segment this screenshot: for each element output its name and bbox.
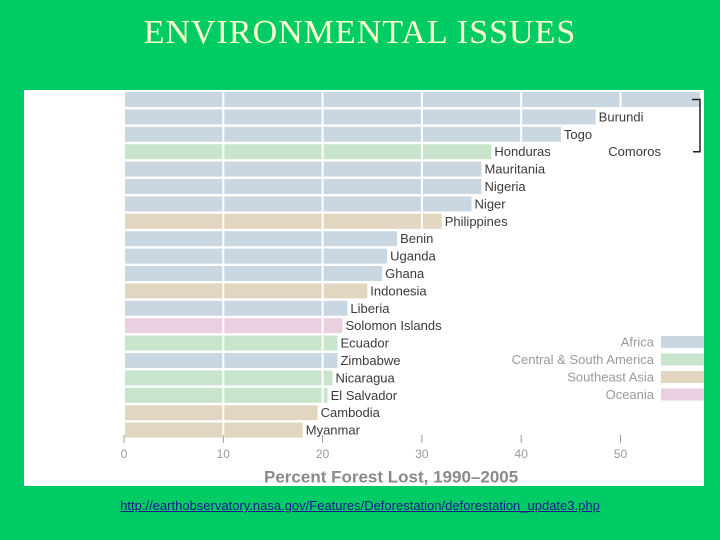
legend-label: Southeast Asia <box>567 370 654 385</box>
x-tick-label: 40 <box>515 447 529 461</box>
category-label: Togo <box>564 127 592 142</box>
x-tick-label: 0 <box>121 447 128 461</box>
category-label: Solomon Islands <box>345 318 442 333</box>
bar <box>124 335 338 351</box>
bar <box>124 353 338 368</box>
category-label: Zimbabwe <box>340 353 400 368</box>
legend-swatch <box>661 371 704 383</box>
forest-loss-chart: Burundi Togo Honduras Mauritania Nigeria Nige… <box>121 92 704 487</box>
x-tick-label: 30 <box>415 447 429 461</box>
legend-swatch <box>661 388 704 401</box>
bar <box>124 370 333 386</box>
category-label: Burundi <box>599 109 644 124</box>
bar <box>124 405 318 421</box>
bar <box>124 179 482 194</box>
category-label: Myanmar <box>306 423 361 438</box>
bar <box>124 283 368 299</box>
slide-title: ENVIRONMENTAL ISSUES <box>143 14 577 51</box>
bar <box>124 266 383 281</box>
legend-label: Africa <box>621 335 655 350</box>
category-label: Niger <box>475 196 507 211</box>
category-label: Cambodia <box>321 405 381 420</box>
legend-label: Oceania <box>606 387 655 402</box>
chart-panel: Burundi Togo Honduras Mauritania Nigeria Nige… <box>24 90 704 486</box>
category-label: Ecuador <box>340 336 389 351</box>
bar <box>124 109 596 125</box>
bar <box>124 387 328 403</box>
bar <box>124 213 442 229</box>
category-label: Uganda <box>390 249 436 264</box>
bar <box>124 231 398 247</box>
category-label: Mauritania <box>484 162 545 177</box>
annotation-bracket <box>692 98 701 153</box>
category-label: Benin <box>400 231 433 246</box>
category-label: Philippines <box>445 214 508 229</box>
category-label: Indonesia <box>370 283 427 298</box>
category-label: Nicaragua <box>336 370 396 385</box>
bar <box>124 126 561 142</box>
category-label: Liberia <box>350 301 390 316</box>
bar <box>124 422 303 438</box>
category-label: Honduras <box>494 144 551 159</box>
bar <box>124 161 482 177</box>
legend-swatch <box>661 353 704 366</box>
source-link[interactable]: http://earthobservatory.nasa.gov/Feature… <box>120 498 600 513</box>
legend-swatch <box>661 336 704 348</box>
bar <box>124 196 472 212</box>
x-tick-label: 20 <box>316 447 330 461</box>
legend-label: Central & South America <box>512 352 655 367</box>
category-label: El Salvador <box>331 388 398 403</box>
bar <box>124 92 700 107</box>
x-tick-label: 50 <box>614 447 628 461</box>
bar <box>124 144 492 160</box>
bar <box>124 318 343 334</box>
category-label: Nigeria <box>484 179 526 194</box>
category-label: Ghana <box>385 266 425 281</box>
bar <box>124 300 348 316</box>
x-tick-label: 10 <box>217 447 231 461</box>
annotation-label: Comoros <box>608 144 661 159</box>
x-axis-title: Percent Forest Lost, 1990–2005 <box>264 468 518 487</box>
bar <box>124 248 388 264</box>
